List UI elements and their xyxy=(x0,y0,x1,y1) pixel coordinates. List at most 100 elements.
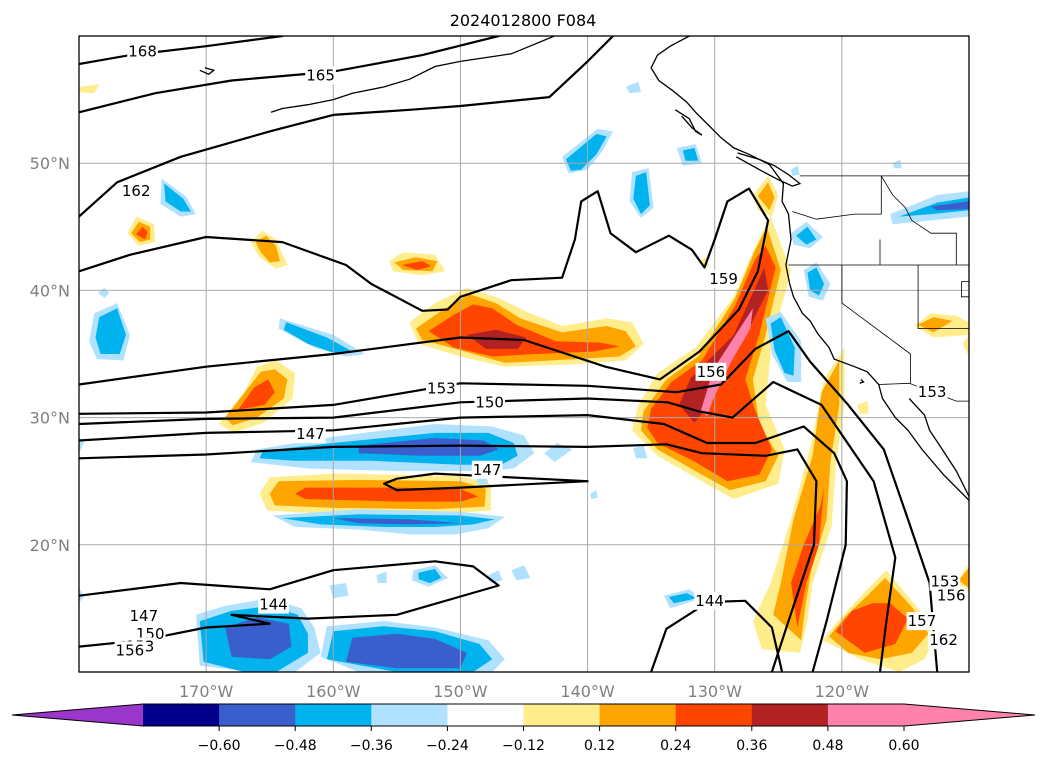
filled-region-54 xyxy=(283,322,353,353)
filled-region-47 xyxy=(225,617,292,660)
contour-line-147-8 xyxy=(383,472,589,492)
colorbar-bin-8 xyxy=(751,704,829,726)
filled-region-66 xyxy=(770,317,795,376)
contour-label-background xyxy=(929,572,961,591)
contour-label-6: 150 xyxy=(475,393,504,411)
contour-label-background xyxy=(258,595,289,614)
colorbar-bin-0 xyxy=(143,704,220,726)
coastline-2 xyxy=(908,398,969,497)
contour-label-19: 162 xyxy=(929,631,958,649)
contour-label-background xyxy=(426,379,457,398)
colorbar-tick-label: 0.24 xyxy=(660,738,691,754)
colorbar-bin-9 xyxy=(827,704,905,726)
contour-label-background xyxy=(695,362,727,381)
colorbar-tick-label: −0.12 xyxy=(502,738,545,754)
colorbar-over-extension xyxy=(904,704,1035,726)
contour-label-background xyxy=(906,612,938,631)
filled-region-3 xyxy=(679,267,769,423)
contour-label-9: 153 xyxy=(918,383,947,401)
filled-region-62 xyxy=(633,172,650,215)
filled-region-83 xyxy=(544,443,573,463)
filled-region-24 xyxy=(773,360,840,641)
contour-line-156-4 xyxy=(79,330,939,672)
filled-region-76 xyxy=(668,593,697,604)
coastline-1 xyxy=(650,36,969,501)
x-axis-ticks: 170°W 160°W 150°W 140°W 130°W 120°W xyxy=(179,682,869,701)
y-tick-label: 20°N xyxy=(30,536,70,555)
filled-region-79 xyxy=(376,571,387,583)
colorbar-bin-3 xyxy=(371,704,448,726)
coastlines xyxy=(199,36,969,501)
coastline-3 xyxy=(735,152,802,187)
coastline-5 xyxy=(199,67,216,75)
filled-region-35 xyxy=(962,334,969,357)
colorbar-bin-2 xyxy=(295,704,372,726)
colorbar-bin-1 xyxy=(219,704,296,726)
y-axis-ticks: 20°N 30°N 40°N 50°N xyxy=(30,154,70,555)
filled-region-28 xyxy=(835,603,908,653)
colorbar-bin-7 xyxy=(675,704,753,726)
colorbar-bin-5 xyxy=(523,704,601,726)
filled-region-14 xyxy=(136,226,148,240)
filled-region-19 xyxy=(401,261,432,270)
contour-label-background xyxy=(120,182,152,201)
filled-region-11 xyxy=(237,379,275,410)
contour-label-11: 144 xyxy=(695,592,724,610)
colorbar-tick-label: 0.36 xyxy=(736,738,767,754)
filled-region-38 xyxy=(857,401,869,414)
contour-line-162-2 xyxy=(79,36,615,218)
border-line-6 xyxy=(917,265,969,330)
filled-region-77 xyxy=(511,565,531,581)
border-line-5 xyxy=(841,265,911,384)
x-tick-label: 160°W xyxy=(306,682,361,701)
coastline-6 xyxy=(859,378,865,384)
contour-label-10: 144 xyxy=(259,596,288,614)
contour-line-168-0 xyxy=(79,36,284,66)
coastline-4 xyxy=(674,109,703,136)
filled-region-7 xyxy=(428,304,620,357)
contour-label-background xyxy=(694,591,725,610)
contour-line-165-1 xyxy=(79,36,500,114)
contour-label-15: 156 xyxy=(116,641,145,659)
colorbar-tick-label: 0.60 xyxy=(888,738,919,754)
x-tick-label: 130°W xyxy=(688,682,743,701)
contour-label-16: 153 xyxy=(931,573,960,591)
contour-line-150-6 xyxy=(79,414,849,672)
filled-region-81 xyxy=(418,569,442,583)
colorbar-tick-label: 0.48 xyxy=(812,738,843,754)
contour-label-1: 165 xyxy=(306,66,335,84)
contour-label-background xyxy=(305,66,336,85)
contour-label-18: 157 xyxy=(908,612,937,630)
chart-title: 2024012800 F084 xyxy=(450,11,597,30)
contour-label-0: 168 xyxy=(128,42,157,60)
filled-region-44 xyxy=(333,518,461,525)
filled-region-60 xyxy=(682,147,699,161)
filled-region-22 xyxy=(295,487,479,502)
border-line-3 xyxy=(792,175,882,220)
x-tick-label: 140°W xyxy=(560,682,615,701)
x-tick-label: 120°W xyxy=(815,682,870,701)
filled-region-85 xyxy=(633,445,648,459)
contour-line-153-5 xyxy=(79,380,897,672)
border-line-7 xyxy=(880,175,957,265)
filled-region-82 xyxy=(329,583,349,599)
colorbar-tick-label: −0.60 xyxy=(198,738,241,754)
contour-label-7: 147 xyxy=(296,425,325,443)
colorbar-outline xyxy=(11,703,1036,727)
border-line-8 xyxy=(961,281,969,298)
contour-label-12: 147 xyxy=(130,607,159,625)
contour-label-5: 153 xyxy=(427,379,456,397)
filled-region-16 xyxy=(255,235,280,263)
colorbar: −0.60 −0.48 −0.36 −0.24 −0.12 0.12 0.24 0.36 0.4… xyxy=(11,703,1036,754)
contour-line-144-10 xyxy=(649,599,784,672)
contour-label-background xyxy=(708,269,739,288)
filled-region-64 xyxy=(796,226,817,245)
contour-label-3: 159 xyxy=(709,270,738,288)
x-tick-label: 150°W xyxy=(433,682,488,701)
contour-line-144-9 xyxy=(79,560,500,648)
filled-region-87 xyxy=(892,159,902,169)
filled-region-88 xyxy=(625,81,641,94)
